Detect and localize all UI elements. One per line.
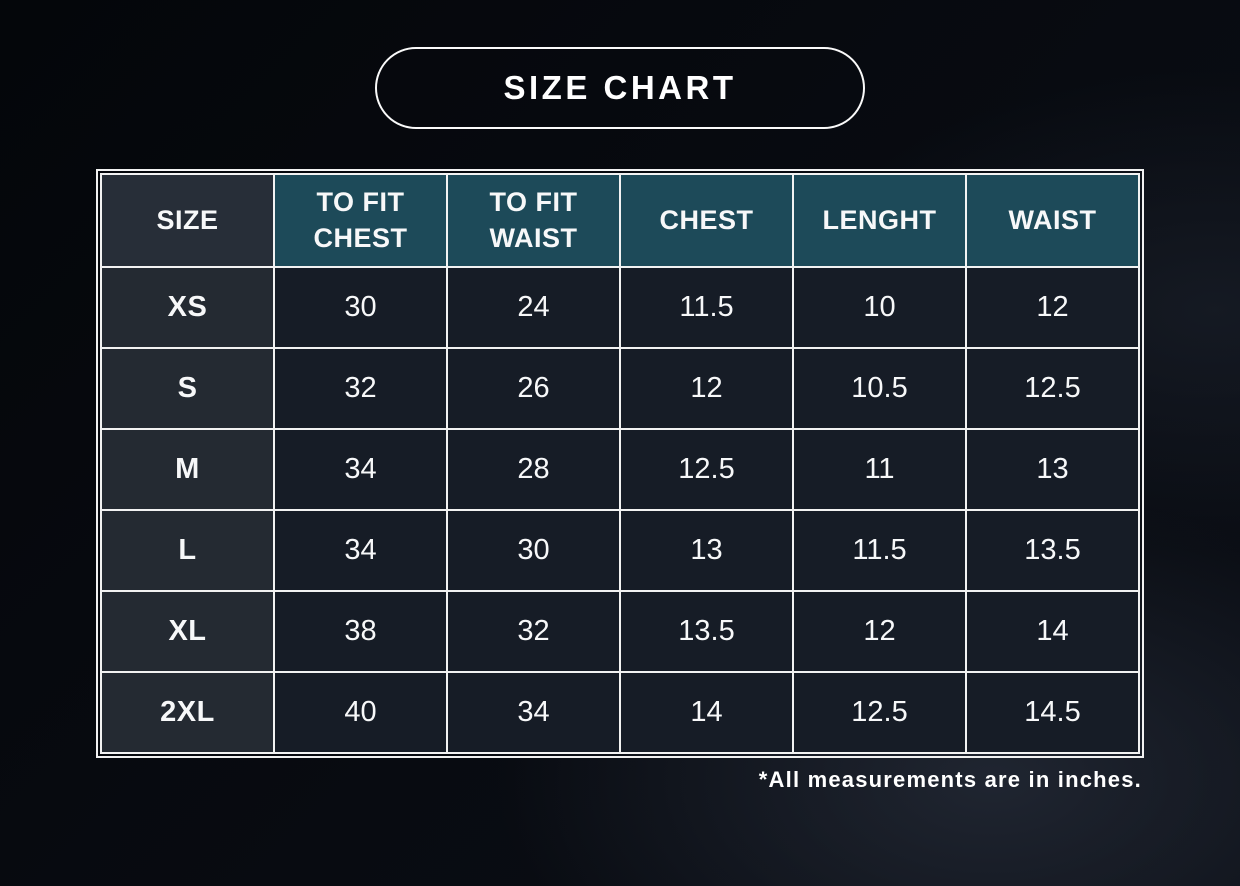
column-header-chest: CHEST [619,173,794,268]
measurement-cell: 38 [273,590,448,673]
column-header-to-fit-waist: TO FIT WAIST [446,173,621,268]
measurement-cell: 12 [619,347,794,430]
table-row-l: L 34 30 13 11.5 13.5 [100,509,1140,592]
measurement-cell: 28 [446,428,621,511]
measurement-cell: 12 [965,266,1140,349]
measurement-cell: 12.5 [792,671,967,754]
size-label: XL [100,590,275,673]
measurement-cell: 32 [446,590,621,673]
measurement-cell: 12.5 [965,347,1140,430]
table-header: SIZE TO FIT CHEST TO FIT WAIST CHEST LENGHT W… [100,173,1140,268]
column-header-to-fit-chest: TO FIT CHEST [273,173,448,268]
measurement-cell: 10.5 [792,347,967,430]
measurement-cell: 11.5 [619,266,794,349]
measurement-cell: 14.5 [965,671,1140,754]
measurement-cell: 10 [792,266,967,349]
measurement-cell: 14 [619,671,794,754]
measurement-cell: 12.5 [619,428,794,511]
measurement-cell: 34 [446,671,621,754]
column-header-waist: WAIST [965,173,1140,268]
measurements-footnote: *All measurements are in inches. [758,767,1142,792]
table-row-s: S 32 26 12 10.5 12.5 [100,347,1140,430]
column-header-size: SIZE [100,173,275,268]
measurement-cell: 26 [446,347,621,430]
measurement-cell: 11 [792,428,967,511]
size-chart-title-badge: SIZE CHART [375,47,865,129]
size-chart-table: SIZE TO FIT CHEST TO FIT WAIST CHEST LENGHT W… [100,173,1140,754]
table-body: XS 30 24 11.5 10 12 S 32 26 12 10.5 12.5 M 34 28 12.5 11… [100,266,1140,754]
measurement-cell: 34 [273,428,448,511]
size-label: S [100,347,275,430]
measurement-cell: 30 [446,509,621,592]
measurement-cell: 24 [446,266,621,349]
size-chart-table-container: SIZE TO FIT CHEST TO FIT WAIST CHEST LENGHT W… [96,169,1144,758]
measurement-cell: 32 [273,347,448,430]
size-label: XS [100,266,275,349]
table-row-2xl: 2XL 40 34 14 12.5 14.5 [100,671,1140,754]
table-row-xl: XL 38 32 13.5 12 14 [100,590,1140,673]
measurement-cell: 11.5 [792,509,967,592]
measurement-cell: 13 [619,509,794,592]
table-row-m: M 34 28 12.5 11 13 [100,428,1140,511]
measurement-cell: 40 [273,671,448,754]
measurement-cell: 13.5 [619,590,794,673]
size-label: M [100,428,275,511]
page-title: SIZE CHART [503,69,737,106]
measurement-cell: 30 [273,266,448,349]
header-row: SIZE TO FIT CHEST TO FIT WAIST CHEST LENGHT W… [100,173,1140,268]
measurement-cell: 34 [273,509,448,592]
column-header-lenght: LENGHT [792,173,967,268]
size-label: 2XL [100,671,275,754]
measurement-cell: 13 [965,428,1140,511]
measurement-cell: 12 [792,590,967,673]
measurement-cell: 13.5 [965,509,1140,592]
table-row-xs: XS 30 24 11.5 10 12 [100,266,1140,349]
measurement-cell: 14 [965,590,1140,673]
size-label: L [100,509,275,592]
